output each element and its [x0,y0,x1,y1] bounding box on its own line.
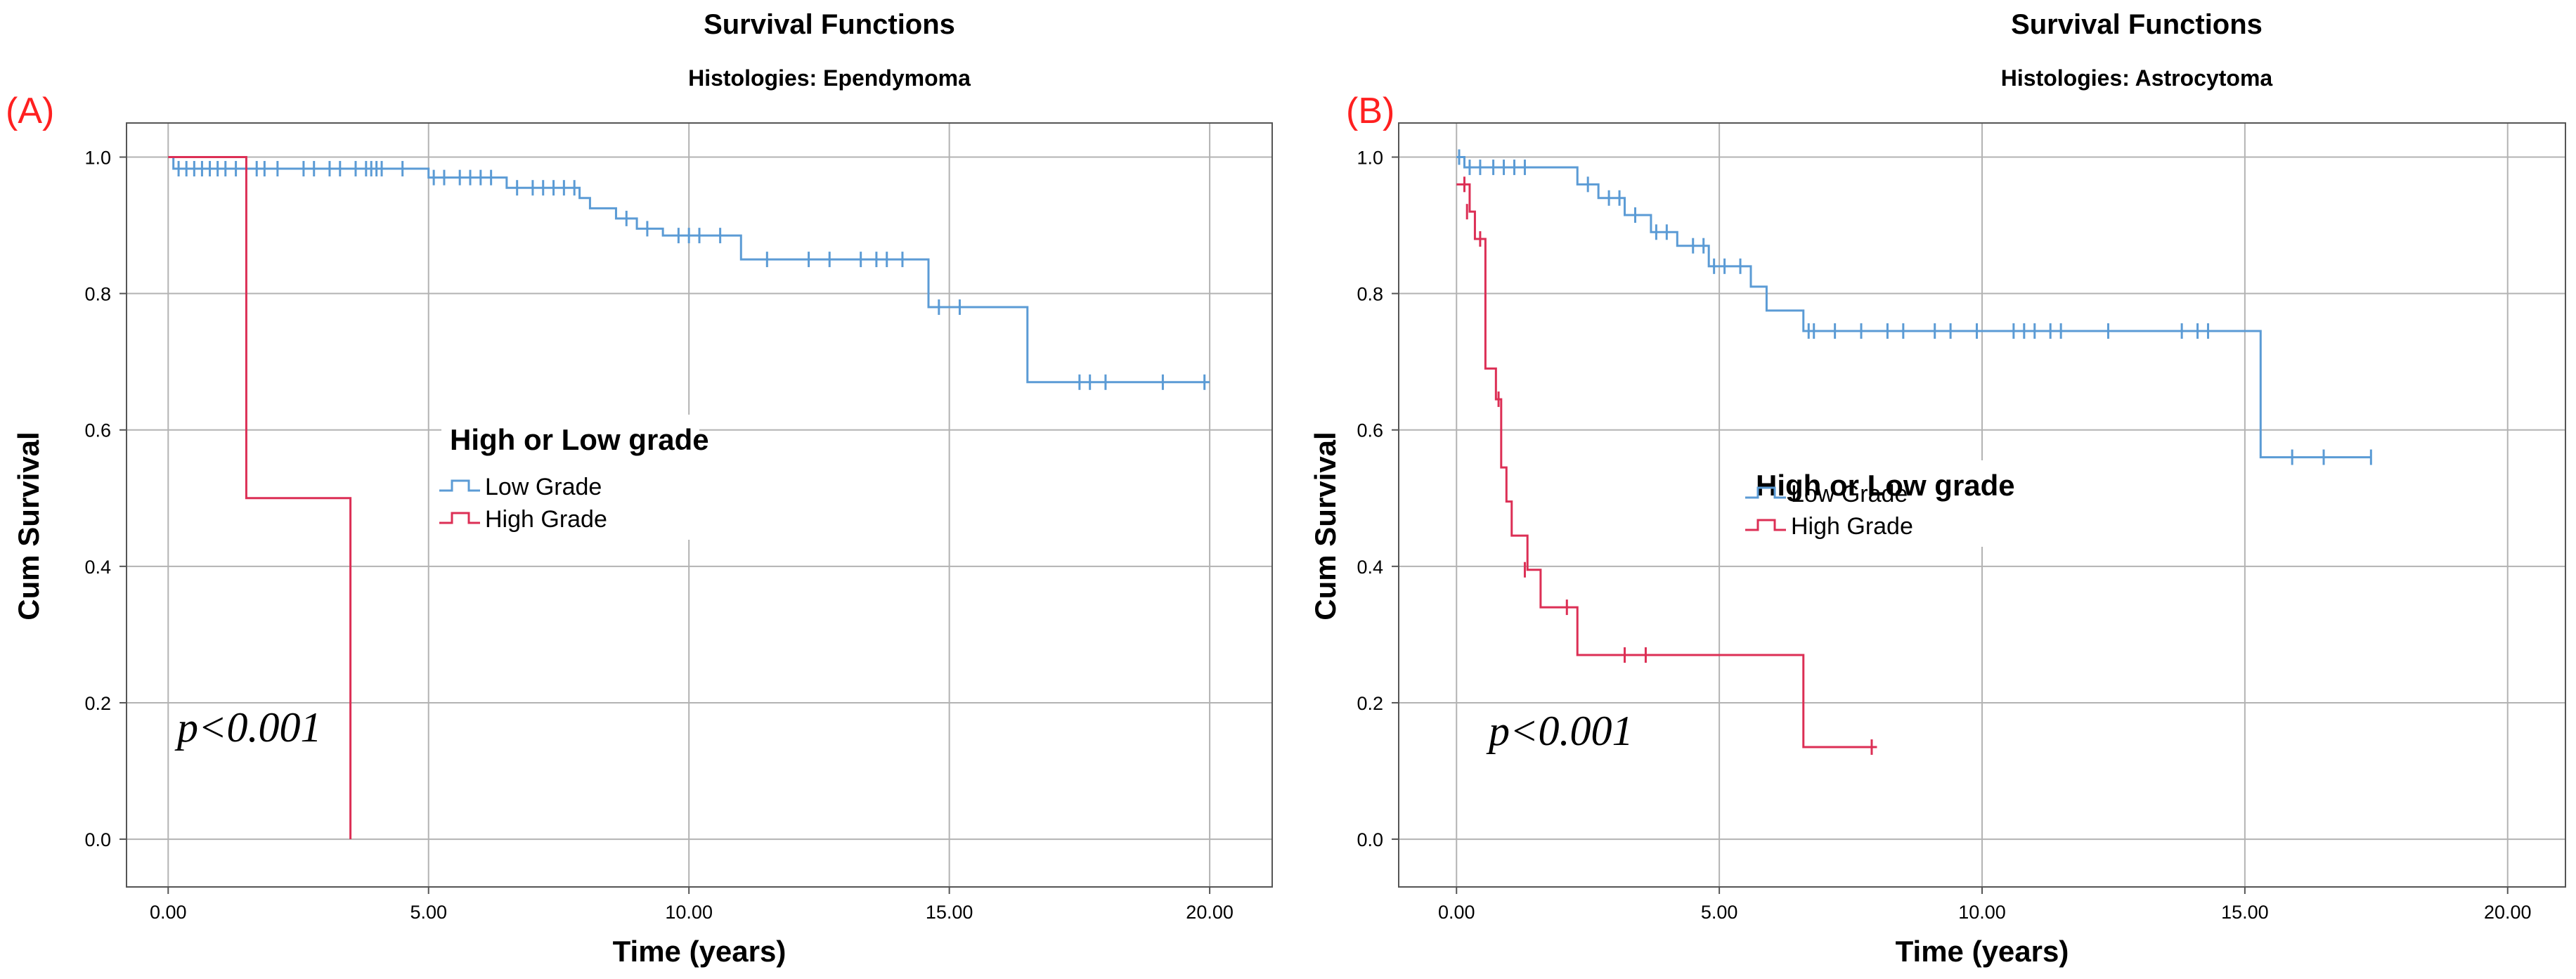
y-tick-label: 0.8 [1357,284,1383,305]
x-tick-label: 5.00 [1701,902,1738,923]
x-tick-label: 15.00 [2221,902,2269,923]
legend-entry: High Grade [1791,513,1913,540]
survival-curve-high-grade [1456,183,1877,748]
legend-swatch-low-grade [439,479,480,492]
legend-title: High or Low grade [450,423,709,456]
y-tick-label: 1.0 [84,148,111,169]
legend-swatch-high-grade [439,512,480,524]
plot-frame [126,122,1273,888]
x-axis-label: Time (years) [1896,935,2069,968]
legend-title: High or Low grade [1756,469,2015,502]
x-tick-label: 10.00 [1958,902,2006,923]
legend-entry: Low Grade [485,474,602,500]
panel-a: Survival Functions Histologies: Ependymom… [6,9,1273,968]
legend-swatch-low-grade [1745,486,1786,499]
y-tick-label: 0.6 [1357,420,1383,441]
y-tick-label: 0.4 [84,557,111,578]
x-tick-label: 10.00 [665,902,713,923]
panel-label: (A) [6,91,54,131]
survival-curve-low-grade [1456,156,2371,459]
y-tick-label: 0.0 [84,829,111,850]
p-value-annotation: p<0.001 [174,704,322,751]
y-tick-label: 0.6 [84,420,111,441]
chart-title: Survival Functions [704,9,955,40]
y-axis-label: Cum Survival [12,432,45,620]
survival-curve-low-grade [168,156,1210,384]
panel-b: Survival Functions Histologies: Astrocyto… [1309,9,2566,968]
y-tick-label: 0.2 [84,693,111,714]
survival-curve-high-grade [168,156,352,840]
y-tick-label: 0.2 [1357,693,1383,714]
chart-subtitle: Histologies: Astrocytoma [2001,65,2273,91]
chart-title: Survival Functions [2011,9,2263,40]
legend-entry: Low Grade [1791,481,1908,507]
legend-background [1747,460,2007,547]
p-value-annotation: p<0.001 [1486,708,1633,754]
y-tick-label: 1.0 [1357,148,1383,169]
x-axis-label: Time (years) [613,935,787,968]
y-tick-label: 0.0 [1357,829,1383,850]
x-tick-label: 0.00 [1438,902,1475,923]
legend-entry: High Grade [485,506,607,533]
x-tick-label: 20.00 [1186,902,1234,923]
chart-subtitle: Histologies: Ependymoma [688,65,971,91]
x-tick-label: 15.00 [926,902,973,923]
legend-background [441,415,699,540]
y-tick-label: 0.8 [84,284,111,305]
legend-swatch-high-grade [1745,519,1786,531]
y-tick-label: 0.4 [1357,557,1383,578]
x-tick-label: 20.00 [2484,902,2532,923]
y-axis-label: Cum Survival [1309,432,1342,620]
panel-label: (B) [1346,91,1394,131]
x-tick-label: 0.00 [150,902,187,923]
x-tick-label: 5.00 [410,902,447,923]
